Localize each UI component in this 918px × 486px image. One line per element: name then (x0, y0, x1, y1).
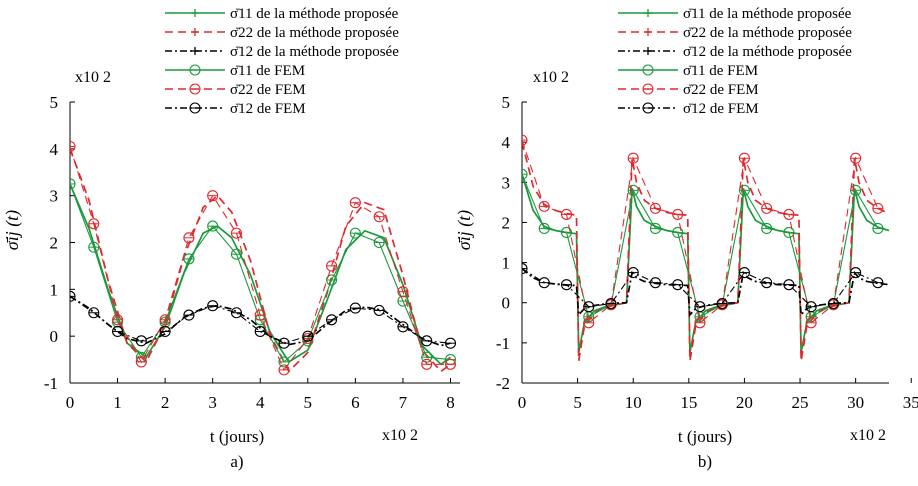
legend-label: σ̄22 de FEM (230, 82, 306, 98)
series-5 (70, 290, 457, 349)
y-multiplier-label: x10 2 (75, 69, 111, 86)
series-3 (70, 178, 457, 368)
x-tick-label: 10 (625, 393, 642, 412)
legend-label: σ̄11 de FEM (683, 63, 758, 79)
series-line (522, 139, 879, 324)
x-tick-label: 1 (113, 393, 122, 412)
y-multiplier-label: x10 2 (533, 69, 569, 86)
x-tick-label: 2 (161, 393, 170, 412)
series-line (70, 148, 452, 373)
y-tick-label: 4 (50, 140, 59, 159)
x-tick-label: 30 (847, 393, 864, 412)
x-tick-label: 15 (680, 393, 697, 412)
y-tick-label: -2 (496, 374, 510, 393)
series-line (522, 174, 879, 318)
x-multiplier-label: x10 2 (382, 427, 418, 444)
y-tick-label: 0 (50, 327, 59, 346)
y-tick-label: -1 (496, 334, 510, 353)
series-line (70, 295, 451, 344)
y-tick-label: 0 (502, 294, 511, 313)
y-tick-label: 3 (50, 187, 59, 206)
x-tick-label: 35 (903, 393, 918, 412)
series-1 (522, 141, 890, 362)
legend-label: σ̄12 de FEM (230, 101, 306, 117)
legend-label: σ̄11 de la méthode proposée (230, 6, 399, 22)
panel-label: b) (698, 452, 712, 471)
legend-label: σ̄22 de la méthode proposée (683, 25, 852, 41)
series-5 (522, 263, 884, 313)
x-tick-label: 4 (256, 393, 265, 412)
series-line (522, 141, 890, 362)
series-line (70, 183, 451, 363)
legend-label: σ̄12 de la méthode proposée (230, 44, 399, 60)
panel-label: a) (230, 452, 243, 471)
series-1 (70, 148, 452, 373)
x-tick-label: 8 (446, 393, 455, 412)
y-axis-label: σ̄ij (t) (2, 210, 23, 250)
x-tick-label: 25 (792, 393, 809, 412)
legend: σ̄11 de la méthode proposée σ̄22 de la mé… (618, 6, 852, 117)
x-tick-label: 5 (304, 393, 313, 412)
legend-label: σ̄12 de FEM (683, 101, 759, 117)
y-tick-label: 1 (50, 280, 59, 299)
x-axis-label: t (jours) (678, 427, 732, 446)
x-tick-label: 0 (66, 393, 75, 412)
legend-label: σ̄11 de FEM (230, 63, 305, 79)
y-tick-label: 2 (50, 234, 59, 253)
series-line (522, 268, 879, 308)
y-tick-label: 4 (502, 133, 511, 152)
legend-label: σ̄11 de la méthode proposée (683, 6, 852, 22)
y-axis-label: σ̄ij (t) (454, 210, 475, 250)
y-tick-label: 2 (502, 213, 511, 232)
x-multiplier-label: x10 2 (850, 427, 886, 444)
y-tick-label: 5 (502, 93, 511, 112)
series-4 (70, 140, 457, 376)
x-tick-label: 3 (208, 393, 217, 412)
x-axis-label: t (jours) (210, 427, 264, 446)
x-tick-label: 20 (736, 393, 753, 412)
series-3 (522, 168, 884, 323)
legend-label: σ̄12 de la méthode proposée (683, 44, 852, 60)
chart-panel-b: -2 -1 0 1 2 3 4 5 0 5 10 15 20 25 30 35 t (jours) x10 2 x1… (454, 6, 918, 471)
y-tick-label: 5 (50, 93, 59, 112)
x-tick-label: 6 (351, 393, 360, 412)
x-tick-label: 7 (399, 393, 408, 412)
x-tick-label: 5 (573, 393, 582, 412)
y-tick-label: 3 (502, 173, 511, 192)
legend: σ̄11 de la méthode proposée σ̄22 de la mé… (165, 6, 399, 117)
legend-label: σ̄22 de FEM (683, 82, 759, 98)
y-tick-label: -1 (44, 374, 58, 393)
legend-label: σ̄22 de la méthode proposée (230, 25, 399, 41)
chart-panel-a: -1 0 1 2 3 4 5 0 1 2 3 4 5 6 7 8 t (jours) x10 2 x10 2 a) σ̄… (2, 6, 460, 471)
x-tick-label: 0 (518, 393, 527, 412)
y-tick-label: 1 (502, 254, 511, 273)
